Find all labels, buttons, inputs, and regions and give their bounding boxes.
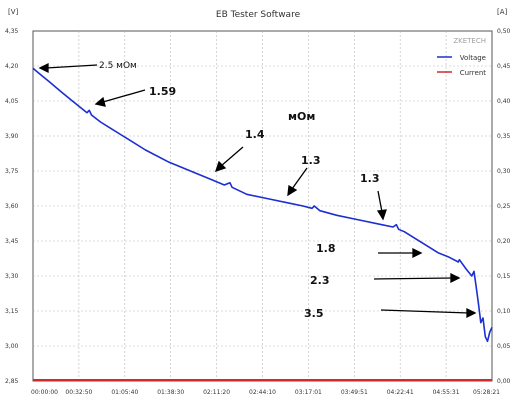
annotation-label: 1.3 — [360, 172, 380, 185]
annotation-label: 3.5 — [304, 307, 324, 320]
y-right-tick-label: 0,35 — [497, 133, 511, 140]
annotation-label: 1.8 — [316, 242, 336, 255]
x-tick-label: 02:44:10 — [249, 389, 276, 396]
y-right-tick-label: 0,00 — [497, 378, 511, 385]
annotation-label: 2.3 — [310, 274, 330, 287]
annotation-arrow — [373, 277, 454, 280]
annotation-label: 1.59 — [149, 85, 176, 98]
annotation-label: 1.3 — [301, 154, 321, 167]
annotation-arrow — [45, 64, 98, 69]
legend-brand: ZKETECH — [453, 37, 486, 45]
annotation-label: мОм — [288, 110, 315, 123]
legend: ZKETECH Voltage Current — [437, 37, 486, 77]
y-right-unit: [A] — [497, 8, 508, 16]
y-left-tick-label: 3,90 — [5, 133, 19, 140]
y-left-unit: [V] — [8, 8, 19, 16]
legend-label-voltage: Voltage — [460, 54, 486, 62]
annotation-arrowhead — [287, 184, 298, 197]
annotation-arrowhead — [38, 62, 49, 74]
y-right-axis: 0,50 0,45 0,40 0,35 0,30 0,25 0,20 0,15 0,10 0,05… — [497, 28, 511, 385]
y-right-tick-label: 0,50 — [497, 28, 511, 35]
x-tick-label: 05:28:21 — [473, 389, 500, 396]
annotation-arrow — [102, 89, 146, 103]
y-left-tick-label: 4,20 — [5, 63, 19, 70]
x-tick-label: 03:17:01 — [295, 389, 322, 396]
series-layer — [32, 67, 493, 381]
legend-label-current: Current — [460, 69, 487, 77]
y-right-tick-label: 0,25 — [497, 203, 511, 210]
y-right-tick-label: 0,15 — [497, 273, 511, 280]
y-right-tick-label: 0,05 — [497, 343, 511, 350]
annotation-arrow — [377, 190, 383, 213]
y-right-tick-label: 0,10 — [497, 308, 511, 315]
x-axis: 00:00:00 00:32:50 01:05:40 01:38:30 02:11:20… — [31, 389, 500, 396]
x-tick-label: 02:11:20 — [203, 389, 230, 396]
y-left-tick-label: 3,75 — [5, 168, 19, 175]
y-left-tick-label: 3,45 — [5, 238, 19, 245]
y-left-tick-label: 4,05 — [5, 98, 19, 105]
x-tick-label: 03:49:51 — [341, 389, 368, 396]
y-left-tick-label: 3,60 — [5, 203, 19, 210]
y-right-tick-label: 0,30 — [497, 168, 511, 175]
x-tick-label: 04:22:41 — [387, 389, 414, 396]
x-tick-label: 01:05:40 — [111, 389, 138, 396]
y-left-tick-label: 2,85 — [5, 378, 19, 385]
x-tick-label: 00:00:00 — [31, 389, 58, 396]
annotation-arrow — [380, 309, 470, 314]
x-tick-label: 00:32:50 — [65, 389, 92, 396]
y-left-tick-label: 3,15 — [5, 308, 19, 315]
annotation-arrowhead — [94, 96, 106, 107]
x-tick-label: 04:55:31 — [433, 389, 460, 396]
annotation-arrow — [220, 146, 244, 167]
y-right-tick-label: 0,20 — [497, 238, 511, 245]
annotation-label: 2.5 мОм — [99, 61, 137, 71]
y-left-tick-label: 3,30 — [5, 273, 19, 280]
y-left-tick-label: 3,00 — [5, 343, 19, 350]
y-right-tick-label: 0,45 — [497, 63, 511, 70]
annotation-arrowhead — [214, 160, 227, 173]
annotation-label: 1.4 — [245, 128, 265, 141]
annotation-arrowhead — [412, 247, 423, 259]
x-tick-label: 01:38:30 — [157, 389, 184, 396]
gridlines — [33, 31, 492, 381]
annotation-arrowhead — [376, 209, 387, 221]
chart-title: EB Tester Software — [216, 10, 301, 20]
annotation-arrow — [291, 167, 308, 190]
annotation-arrowhead — [466, 307, 477, 319]
y-right-tick-label: 0,40 — [497, 98, 511, 105]
y-left-axis: 4,35 4,20 4,05 3,90 3,75 3,60 3,45 3,30 3,15 3,00… — [5, 28, 19, 385]
annotation-arrowhead — [450, 272, 461, 284]
series-line-voltage — [32, 67, 493, 343]
y-left-tick-label: 4,35 — [5, 28, 19, 35]
annotations — [38, 62, 477, 319]
